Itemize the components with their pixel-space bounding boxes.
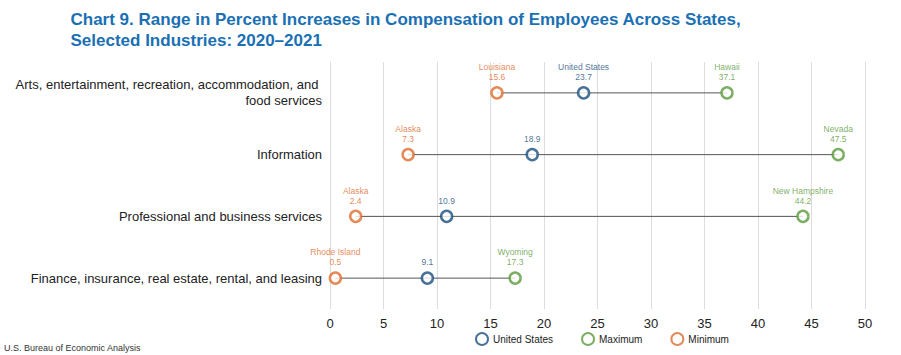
svg-text:U.S. Bureau of Economic Analys: U.S. Bureau of Economic Analysis <box>4 343 141 353</box>
svg-text:25: 25 <box>590 316 604 331</box>
svg-text:15.6: 15.6 <box>489 72 506 82</box>
svg-text:20: 20 <box>537 316 551 331</box>
svg-text:Arts, entertainment, recreatio: Arts, entertainment, recreation, accommo… <box>16 77 322 92</box>
svg-text:Louisiana: Louisiana <box>479 62 516 72</box>
svg-text:Maximum: Maximum <box>599 334 642 345</box>
svg-text:17.3: 17.3 <box>507 257 524 267</box>
svg-text:50: 50 <box>858 316 872 331</box>
svg-text:2.4: 2.4 <box>350 196 362 206</box>
svg-text:Minimum: Minimum <box>688 334 729 345</box>
svg-text:United States: United States <box>493 334 553 345</box>
svg-text:Selected Industries: 2020–2021: Selected Industries: 2020–2021 <box>71 31 322 50</box>
svg-text:Professional and business serv: Professional and business services <box>119 209 323 224</box>
svg-text:35: 35 <box>697 316 711 331</box>
svg-text:37.1: 37.1 <box>719 72 736 82</box>
svg-text:Chart 9. Range in Percent Incr: Chart 9. Range in Percent Increases in C… <box>71 10 746 29</box>
svg-text:Hawaii: Hawaii <box>714 62 740 72</box>
svg-text:7.3: 7.3 <box>402 134 414 144</box>
svg-text:Rhode Island: Rhode Island <box>310 247 360 257</box>
svg-text:0.5: 0.5 <box>329 257 341 267</box>
svg-text:23.7: 23.7 <box>575 72 592 82</box>
svg-text:15: 15 <box>483 316 497 331</box>
svg-text:food services: food services <box>245 93 322 108</box>
svg-text:United States: United States <box>558 62 609 72</box>
svg-text:10.9: 10.9 <box>438 196 455 206</box>
svg-text:45: 45 <box>804 316 818 331</box>
svg-text:5: 5 <box>380 316 387 331</box>
svg-text:10: 10 <box>430 316 444 331</box>
svg-text:9.1: 9.1 <box>421 257 433 267</box>
svg-text:0: 0 <box>326 316 333 331</box>
svg-text:Nevada: Nevada <box>824 124 854 134</box>
svg-text:30: 30 <box>644 316 658 331</box>
svg-text:Alaska: Alaska <box>395 124 421 134</box>
svg-text:New Hampshire: New Hampshire <box>773 186 834 196</box>
svg-text:Information: Information <box>257 147 322 162</box>
svg-text:40: 40 <box>751 316 765 331</box>
svg-text:47.5: 47.5 <box>830 134 847 144</box>
svg-text:18.9: 18.9 <box>524 134 541 144</box>
svg-text:Wyoming: Wyoming <box>497 247 533 257</box>
svg-text:Finance, insurance, real estat: Finance, insurance, real estate, rental,… <box>31 271 322 286</box>
svg-text:Alaska: Alaska <box>343 186 369 196</box>
svg-text:44.2: 44.2 <box>795 196 812 206</box>
